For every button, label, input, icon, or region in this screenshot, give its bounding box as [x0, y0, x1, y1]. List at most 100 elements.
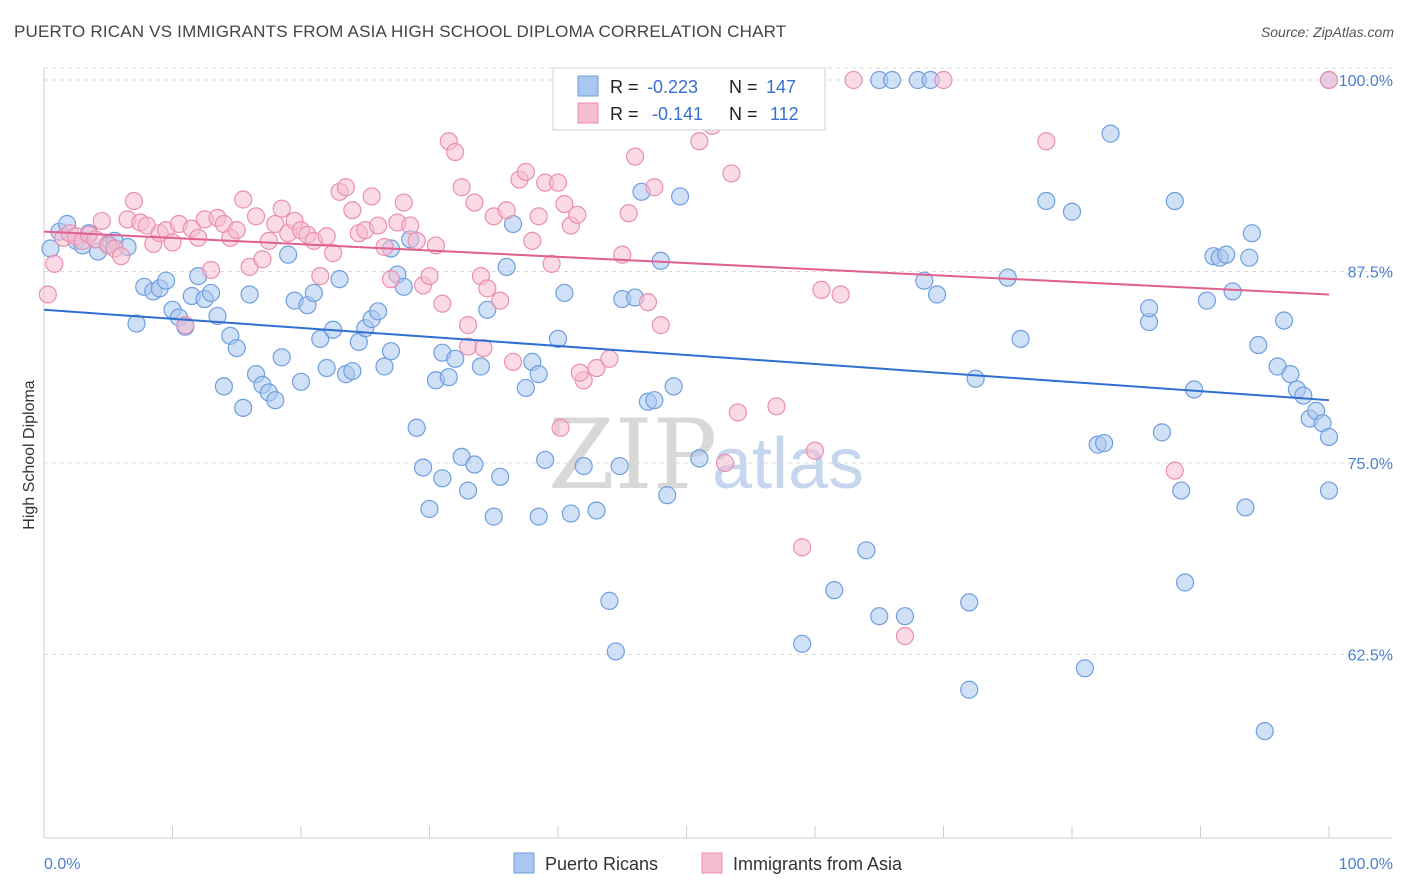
point-puerto-ricans [446, 349, 465, 368]
correlation-legend: R = -0.223 N = 147 R = -0.141 N = 112 [552, 67, 826, 131]
point-puerto-ricans [1249, 335, 1268, 355]
point-puerto-ricans [574, 456, 593, 476]
point-puerto-ricans [670, 187, 690, 206]
point-puerto-ricans [1037, 191, 1056, 211]
point-puerto-ricans [1294, 386, 1313, 405]
bottom-legend-swatch-pink [701, 852, 723, 874]
point-immigrants-from-asia [381, 270, 401, 289]
point-immigrants-from-asia [420, 266, 439, 286]
point-puerto-ricans [491, 467, 510, 486]
point-puerto-ricans [516, 378, 535, 398]
point-puerto-ricans [960, 680, 979, 699]
point-puerto-ricans [645, 391, 664, 410]
point-puerto-ricans [1101, 124, 1120, 143]
point-puerto-ricans [536, 450, 555, 470]
x-tick-label-max: 100.0% [1339, 856, 1393, 873]
point-immigrants-from-asia [516, 162, 535, 182]
point-puerto-ricans [304, 283, 323, 303]
series-puerto-ricans [41, 70, 1339, 741]
point-puerto-ricans [825, 581, 844, 600]
point-puerto-ricans [1236, 498, 1255, 517]
point-immigrants-from-asia [227, 221, 246, 240]
point-immigrants-from-asia [92, 211, 111, 231]
point-immigrants-from-asia [529, 207, 548, 226]
point-puerto-ricans [311, 329, 330, 349]
point-puerto-ricans [658, 486, 677, 505]
point-immigrants-from-asia [375, 237, 394, 257]
point-puerto-ricans [664, 377, 683, 396]
point-puerto-ricans [857, 541, 876, 560]
point-puerto-ricans [548, 329, 568, 349]
point-puerto-ricans [966, 369, 985, 388]
legend-r-value-2: -0.141 [652, 104, 703, 124]
point-immigrants-from-asia [201, 260, 221, 280]
point-immigrants-from-asia [690, 132, 709, 151]
point-immigrants-from-asia [715, 453, 735, 473]
point-immigrants-from-asia [317, 227, 336, 246]
axes [43, 68, 1392, 839]
chart-title: PUERTO RICAN VS IMMIGRANTS FROM ASIA HIG… [14, 22, 787, 41]
point-puerto-ricans [291, 372, 311, 391]
legend-swatch-blue [577, 75, 599, 97]
point-immigrants-from-asia [491, 291, 510, 310]
point-immigrants-from-asia [728, 403, 748, 422]
point-immigrants-from-asia [465, 193, 484, 212]
point-immigrants-from-asia [793, 538, 812, 557]
point-immigrants-from-asia [600, 349, 619, 368]
point-puerto-ricans [690, 449, 709, 468]
point-puerto-ricans [1319, 481, 1339, 500]
point-immigrants-from-asia [458, 316, 478, 335]
point-immigrants-from-asia [38, 285, 57, 304]
point-puerto-ricans [478, 300, 497, 319]
point-puerto-ricans [471, 357, 490, 376]
point-immigrants-from-asia [548, 173, 568, 192]
legend-n-label-1: N = [729, 77, 758, 97]
point-immigrants-from-asia [478, 279, 497, 298]
point-immigrants-from-asia [189, 228, 208, 247]
trend-lines [43, 230, 1330, 402]
point-puerto-ricans [555, 283, 574, 303]
point-puerto-ricans [529, 507, 548, 526]
point-puerto-ricans [375, 357, 394, 376]
point-puerto-ricans [317, 358, 336, 378]
point-puerto-ricans [1165, 191, 1184, 211]
point-puerto-ricans [587, 501, 606, 520]
point-puerto-ricans [1152, 423, 1172, 442]
legend-n-value-2: 112 [770, 104, 799, 124]
point-immigrants-from-asia [934, 70, 953, 90]
point-immigrants-from-asia [407, 231, 426, 250]
point-immigrants-from-asia [45, 254, 64, 273]
legend-r-label-2: R = [610, 104, 639, 124]
point-puerto-ricans [870, 607, 889, 626]
legend-r-label-1: R = [610, 77, 639, 97]
point-immigrants-from-asia [551, 418, 570, 437]
point-puerto-ricans [369, 302, 388, 321]
point-immigrants-from-asia [587, 358, 606, 378]
point-puerto-ricans [610, 456, 629, 476]
point-puerto-ricans [882, 70, 902, 90]
point-immigrants-from-asia [336, 178, 356, 197]
point-puerto-ricans [600, 591, 619, 610]
point-puerto-ricans [420, 499, 439, 519]
bottom-legend-swatch-blue [513, 852, 535, 874]
point-puerto-ricans [234, 398, 253, 417]
y-axis-title: High School Diploma [21, 380, 38, 530]
point-immigrants-from-asia [638, 293, 658, 312]
point-puerto-ricans [201, 283, 221, 303]
point-puerto-ricans [330, 270, 349, 289]
point-immigrants-from-asia [570, 363, 589, 382]
point-immigrants-from-asia [812, 280, 831, 299]
y-tick-label: 75.0% [1348, 456, 1393, 473]
point-immigrants-from-asia [831, 285, 850, 304]
bottom-legend-label-immigrants-from-asia: Immigrants from Asia [733, 854, 903, 874]
point-immigrants-from-asia [253, 250, 272, 269]
point-puerto-ricans [1062, 202, 1082, 221]
point-puerto-ricans [1242, 224, 1262, 243]
point-immigrants-from-asia [452, 178, 471, 197]
series-legend: Puerto Ricans Immigrants from Asia [513, 852, 903, 874]
point-immigrants-from-asia [497, 201, 516, 220]
point-puerto-ricans [1172, 481, 1191, 500]
point-immigrants-from-asia [844, 70, 863, 90]
point-immigrants-from-asia [394, 193, 413, 212]
